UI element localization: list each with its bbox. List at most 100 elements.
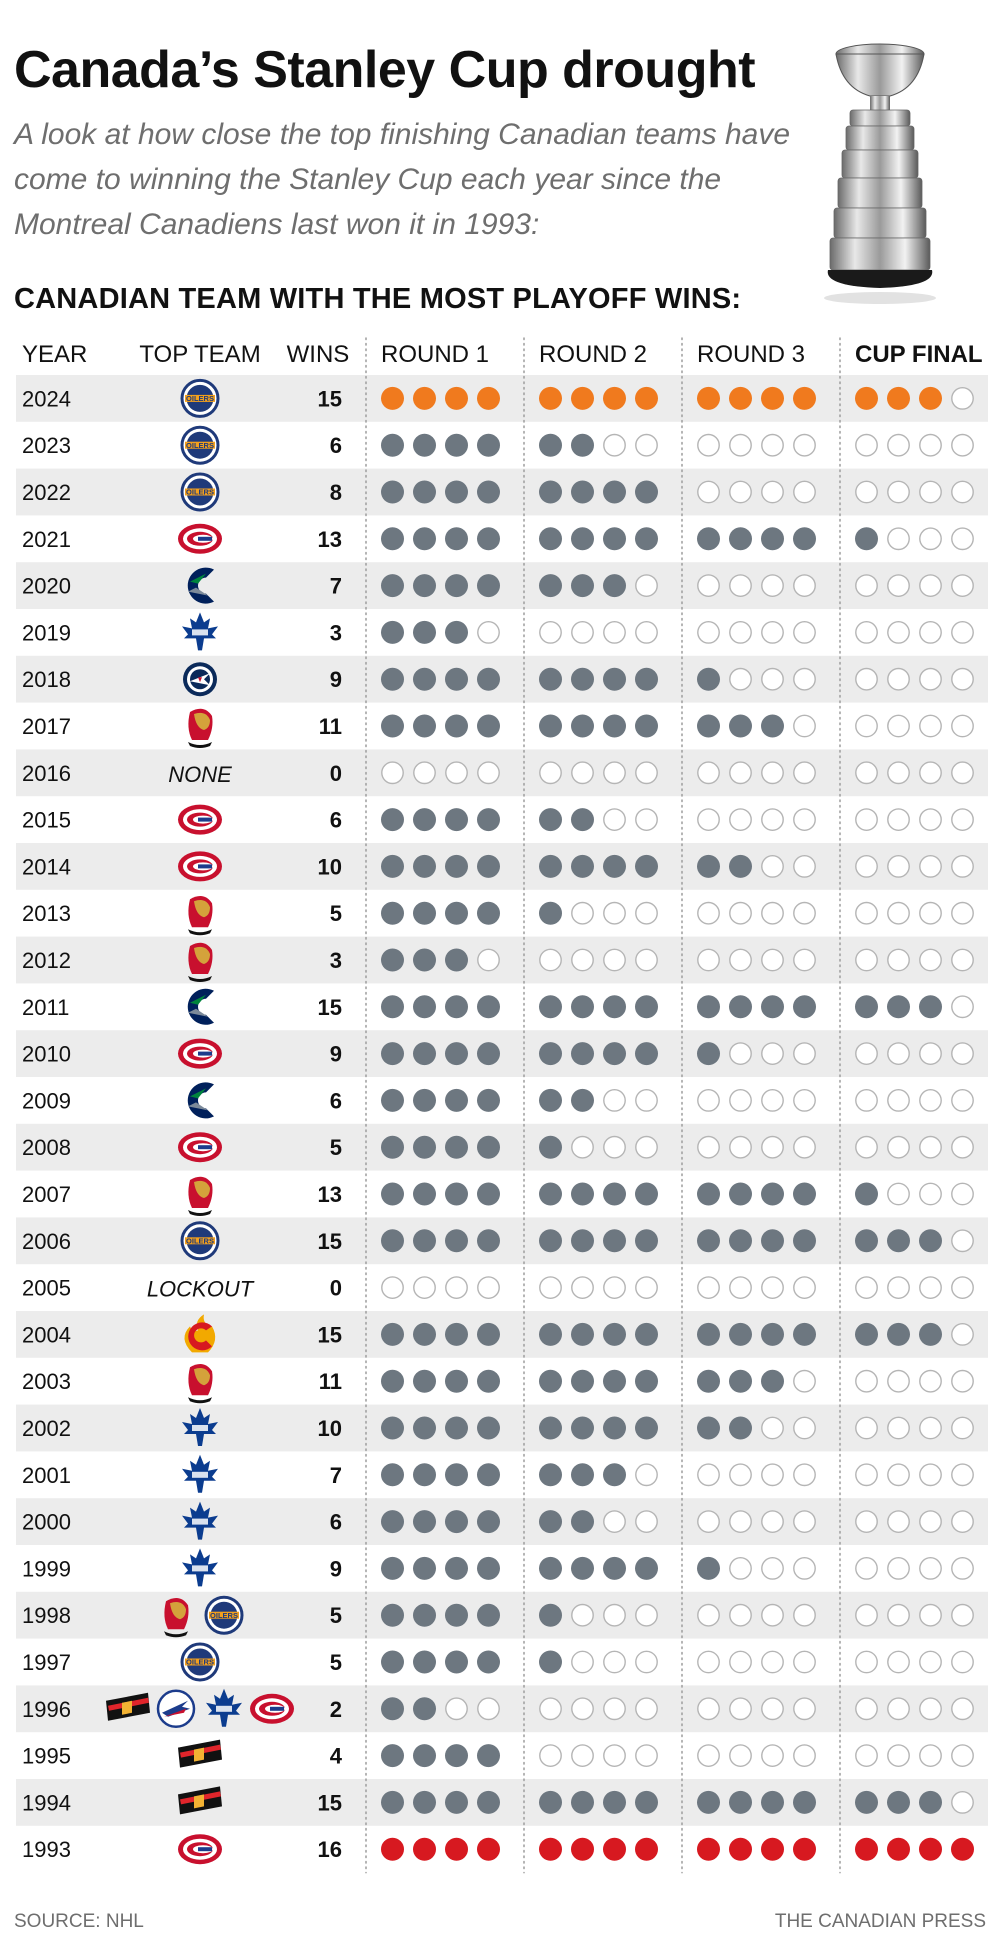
empty-dot — [697, 1744, 720, 1768]
win-dot — [413, 1042, 436, 1066]
win-dot — [855, 1229, 878, 1253]
empty-dot — [729, 808, 752, 831]
win-dot — [729, 1837, 752, 1861]
win-dot — [571, 1790, 594, 1814]
win-dot — [477, 1229, 500, 1253]
canadiens-logo-icon — [178, 851, 222, 882]
empty-dot — [951, 1369, 974, 1393]
win-dot — [697, 1837, 720, 1861]
empty-dot — [761, 1697, 784, 1721]
logo-h — [198, 864, 212, 869]
win-dot — [381, 1322, 404, 1346]
empty-dot — [951, 1089, 974, 1112]
empty-dot — [539, 948, 562, 972]
empty-dot — [477, 761, 500, 785]
empty-dot — [919, 1744, 942, 1768]
empty-dot — [887, 1135, 910, 1159]
win-dot — [381, 1182, 404, 1206]
win-dot — [571, 1042, 594, 1066]
empty-dot — [445, 1697, 468, 1721]
table-row: 2013 5 — [22, 896, 974, 936]
win-dot — [571, 995, 594, 1019]
empty-dot — [413, 1276, 436, 1299]
row-stripe — [16, 375, 988, 422]
empty-dot — [603, 1135, 626, 1159]
win-dot — [381, 1603, 404, 1627]
empty-dot — [761, 1603, 784, 1627]
win-dot — [603, 667, 626, 691]
empty-dot — [919, 433, 942, 457]
empty-dot — [793, 1135, 816, 1159]
win-dot — [445, 948, 468, 972]
empty-dot — [951, 1510, 974, 1534]
win-dot — [571, 1510, 594, 1534]
empty-dot — [919, 1182, 942, 1206]
wins-value: 4 — [330, 1744, 343, 1769]
win-dot — [445, 1603, 468, 1627]
win-dot — [381, 480, 404, 504]
empty-dot — [951, 1182, 974, 1206]
win-dot — [381, 808, 404, 832]
empty-dot — [887, 667, 910, 691]
logo-h — [198, 1051, 212, 1056]
win-dot — [571, 1369, 594, 1393]
win-dot — [635, 1229, 658, 1253]
empty-dot — [635, 620, 658, 644]
win-dot — [445, 808, 468, 832]
wins-value: 9 — [330, 667, 342, 692]
stanley-cup-trophy-image — [824, 43, 936, 304]
logo-wordmark — [192, 1471, 208, 1478]
empty-dot — [855, 433, 878, 457]
empty-dot — [571, 761, 594, 785]
empty-dot — [887, 433, 910, 457]
win-dot — [413, 574, 436, 598]
empty-dot — [855, 480, 878, 504]
win-dot — [919, 1790, 942, 1814]
empty-dot — [603, 1697, 626, 1721]
empty-dot — [793, 901, 816, 925]
win-dot — [381, 667, 404, 691]
win-dot — [445, 1650, 468, 1674]
row-stripe — [16, 562, 988, 609]
year-label: 2020 — [22, 574, 71, 599]
win-dot — [571, 1556, 594, 1580]
empty-dot — [539, 761, 562, 785]
empty-dot — [697, 1089, 720, 1112]
logo-h — [198, 536, 212, 541]
year-label: 2000 — [22, 1510, 71, 1535]
empty-dot — [951, 1463, 974, 1487]
empty-dot — [855, 1650, 878, 1674]
win-dot — [445, 620, 468, 644]
win-dot — [697, 527, 720, 551]
win-dot — [887, 1229, 910, 1253]
win-dot — [477, 1837, 500, 1861]
senators-logo-icon — [188, 1364, 213, 1404]
canucks-retro-logo-icon — [106, 1692, 150, 1721]
win-dot — [887, 1790, 910, 1814]
win-dot — [381, 901, 404, 925]
win-dot — [729, 995, 752, 1019]
logo-text: OILERS — [186, 1658, 214, 1667]
win-dot — [381, 386, 404, 410]
row-stripe — [16, 1217, 988, 1265]
maple-leafs-logo-icon — [182, 1454, 218, 1493]
win-dot — [603, 1229, 626, 1253]
win-dot — [413, 1837, 436, 1861]
empty-dot — [761, 808, 784, 831]
win-dot — [381, 1229, 404, 1253]
year-label: 2008 — [22, 1135, 71, 1160]
logo-text: OILERS — [186, 441, 214, 450]
win-dot — [381, 714, 404, 738]
empty-dot — [919, 1510, 942, 1534]
year-label: 1997 — [22, 1650, 71, 1675]
senators-logo-icon — [164, 1598, 189, 1638]
year-label: 2002 — [22, 1416, 71, 1441]
wins-value: 6 — [330, 1510, 342, 1535]
win-dot — [539, 1790, 562, 1814]
logo-face — [194, 1368, 210, 1386]
logo-c — [187, 567, 214, 604]
canucks-logo-icon — [187, 567, 214, 604]
empty-dot — [793, 620, 816, 644]
row-stripe — [16, 936, 988, 984]
empty-dot — [603, 1510, 626, 1534]
